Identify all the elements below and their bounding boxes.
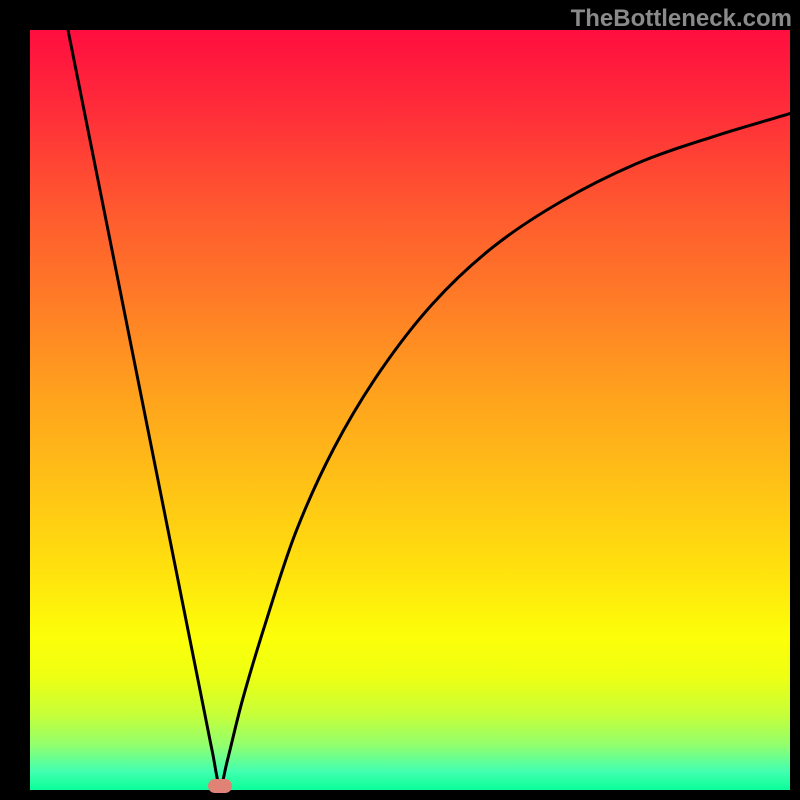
watermark-text: TheBottleneck.com — [571, 5, 792, 33]
plot-area — [30, 30, 790, 790]
chart-container: TheBottleneck.com — [0, 0, 800, 800]
optimum-marker — [208, 779, 232, 793]
gradient-background — [30, 30, 790, 790]
